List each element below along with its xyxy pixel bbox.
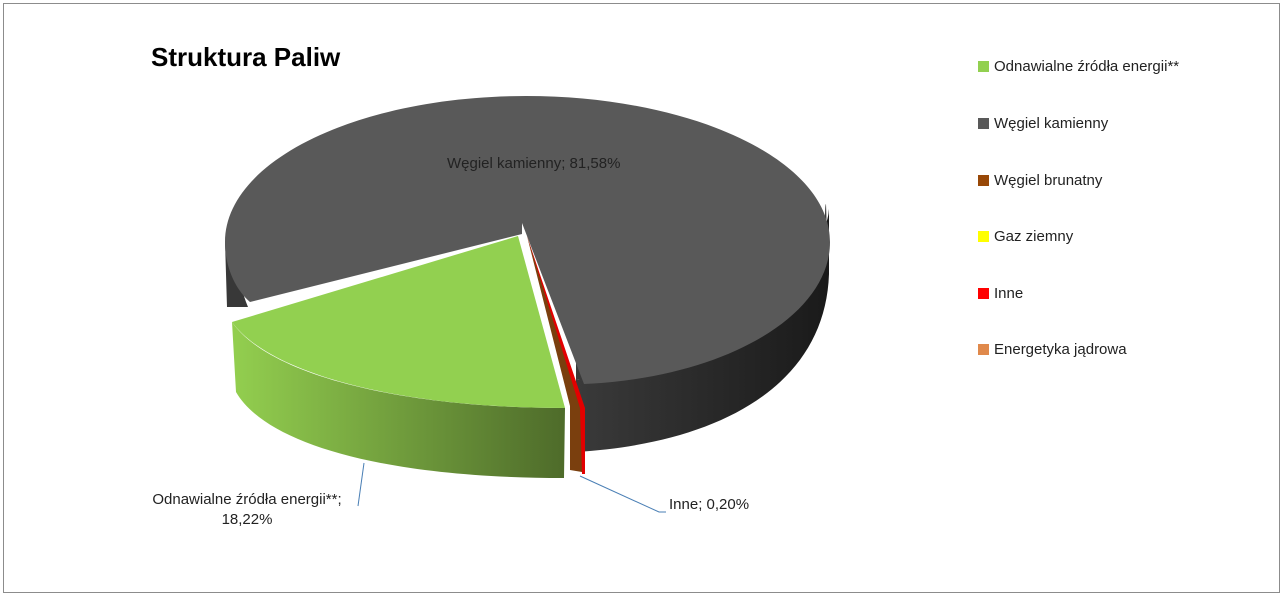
legend-item: Węgiel kamienny <box>978 113 1278 133</box>
legend-swatch <box>978 174 989 186</box>
chart-frame: Struktura Paliw W <box>3 3 1280 593</box>
pie-slice-renewable-side <box>232 322 565 478</box>
legend-item: Odnawialne źródła energii** <box>978 56 1278 76</box>
pie-slice-renewable <box>232 236 565 408</box>
legend-label: Węgiel brunatny <box>994 171 1103 189</box>
legend-swatch <box>978 230 989 242</box>
legend-swatch <box>978 287 989 299</box>
legend-swatch <box>978 343 989 355</box>
pie-slice-coal-side-back <box>225 241 248 307</box>
pie-chart <box>225 96 830 513</box>
pie-slice-brown-coal <box>527 236 582 472</box>
pie-slice-coal-side-lower <box>576 209 829 452</box>
legend-label: Gaz ziemny <box>994 227 1074 245</box>
legend-swatch <box>978 60 989 72</box>
data-label-renewable-line2: 18,22% <box>221 511 273 528</box>
leader-line-renewable <box>357 462 365 507</box>
legend-label: Inne <box>994 284 1024 302</box>
legend-item: Węgiel brunatny <box>978 170 1278 190</box>
data-label-renewable: Odnawialne źródła energii**; 18,22% <box>130 490 364 530</box>
legend-label: Węgiel kamienny <box>994 114 1109 132</box>
legend-item: Gaz ziemny <box>978 226 1278 246</box>
data-label-coal: Węgiel kamienny; 81,58% <box>447 155 621 172</box>
leader-line-other <box>579 475 666 513</box>
legend-label: Odnawialne źródła energii** <box>994 57 1180 75</box>
legend-swatch <box>978 117 989 129</box>
data-label-renewable-line1: Odnawialne źródła energii**; <box>152 491 342 508</box>
pie-slice-coal <box>225 96 830 384</box>
legend-label: Energetyka jądrowa <box>994 340 1127 358</box>
data-label-other: Inne; 0,20% <box>669 496 750 513</box>
chart-title: Struktura Paliw <box>151 42 341 72</box>
legend-item: Inne <box>978 283 1278 303</box>
legend-item: Energetyka jądrowa <box>978 339 1278 359</box>
